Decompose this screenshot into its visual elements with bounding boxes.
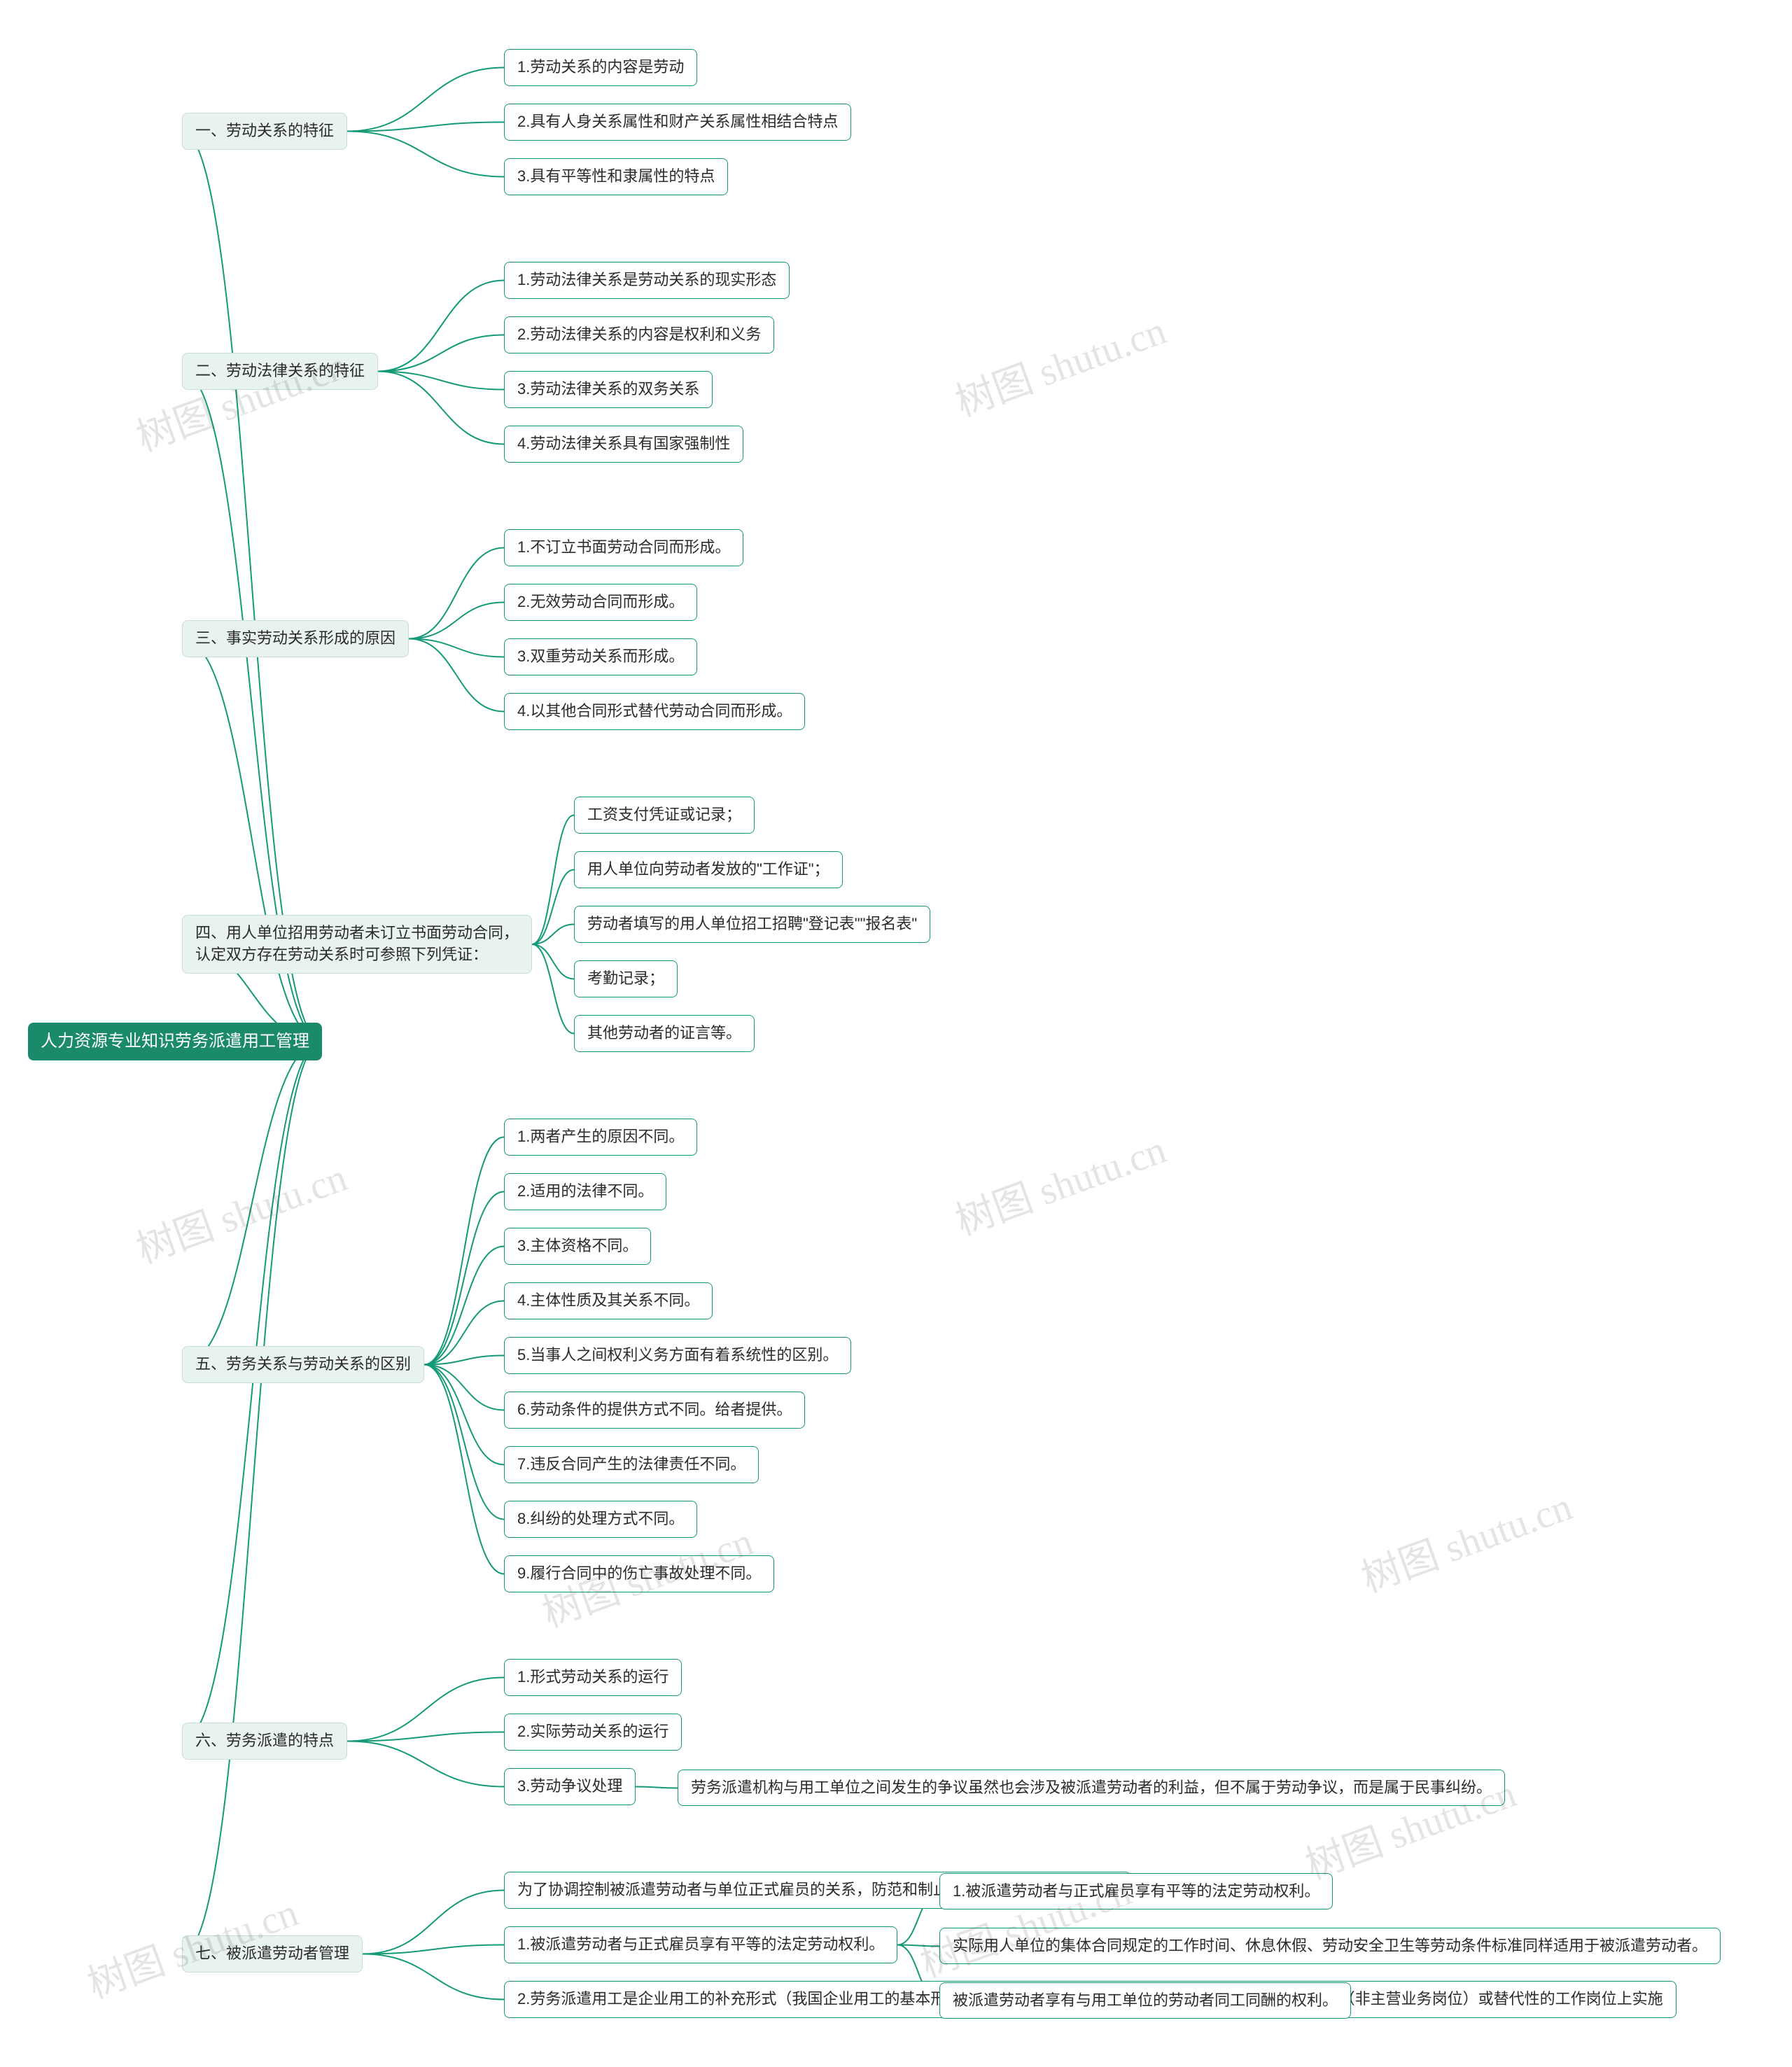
b2l2: 2.劳动法律关系的内容是权利和义务 [504, 316, 774, 353]
b5l4: 4.主体性质及其关系不同。 [504, 1282, 713, 1319]
b1: 一、劳动关系的特征 [182, 113, 347, 150]
b2l4: 4.劳动法律关系具有国家强制性 [504, 426, 743, 463]
b1l3: 3.具有平等性和隶属性的特点 [504, 158, 728, 195]
b4l4: 考勤记录； [574, 960, 678, 997]
b3l4: 4.以其他合同形式替代劳动合同而形成。 [504, 693, 805, 730]
b4l5: 其他劳动者的证言等。 [574, 1015, 755, 1052]
b3: 三、事实劳动关系形成的原因 [182, 620, 409, 657]
b3l1: 1.不订立书面劳动合同而形成。 [504, 529, 743, 566]
b5: 五、劳务关系与劳动关系的区别 [182, 1346, 424, 1383]
b4l3: 劳动者填写的用人单位招工招聘"登记表""报名表" [574, 906, 930, 943]
b7l1c: 被派遣劳动者享有与用工单位的劳动者同工同酬的权利。 [939, 1982, 1351, 2019]
mindmap-canvas: 人力资源专业知识劳务派遣用工管理 一、劳动关系的特征 1.劳动关系的内容是劳动 2.具… [0, 0, 1792, 2067]
watermark: 树图 shutu.cn [127, 1146, 354, 1275]
b6l3: 3.劳动争议处理 [504, 1768, 636, 1805]
b7l1a: 1.被派遣劳动者与正式雇员享有平等的法定劳动权利。 [939, 1873, 1333, 1910]
b2l3: 3.劳动法律关系的双务关系 [504, 371, 713, 408]
b2l1: 1.劳动法律关系是劳动关系的现实形态 [504, 262, 790, 299]
b2: 二、劳动法律关系的特征 [182, 353, 378, 390]
b5l3: 3.主体资格不同。 [504, 1228, 651, 1265]
b5l9: 9.履行合同中的伤亡事故处理不同。 [504, 1555, 774, 1592]
b7l1: 1.被派遣劳动者与正式雇员享有平等的法定劳动权利。 [504, 1926, 897, 1963]
b5l5: 5.当事人之间权利义务方面有着系统性的区别。 [504, 1337, 851, 1374]
b4l2: 用人单位向劳动者发放的"工作证"； [574, 851, 843, 888]
b6: 六、劳务派遣的特点 [182, 1723, 347, 1760]
watermark: 树图 shutu.cn [946, 1118, 1172, 1247]
b1l1: 1.劳动关系的内容是劳动 [504, 49, 697, 86]
b3l3: 3.双重劳动关系而形成。 [504, 638, 697, 675]
b7: 七、被派遣劳动者管理 [182, 1935, 363, 1973]
b4l1: 工资支付凭证或记录； [574, 797, 755, 834]
b6l1: 1.形式劳动关系的运行 [504, 1659, 682, 1696]
b4: 四、用人单位招用劳动者未订立书面劳动合同，认定双方存在劳动关系时可参照下列凭证： [182, 915, 532, 974]
b5l8: 8.纠纷的处理方式不同。 [504, 1501, 697, 1538]
watermark: 树图 shutu.cn [1352, 1475, 1578, 1604]
b7l1b: 实际用人单位的集体合同规定的工作时间、休息休假、劳动安全卫生等劳动条件标准同样适… [939, 1928, 1721, 1965]
root: 人力资源专业知识劳务派遣用工管理 [28, 1023, 322, 1060]
b5l2: 2.适用的法律不同。 [504, 1173, 666, 1210]
b3l2: 2.无效劳动合同而形成。 [504, 584, 697, 621]
b5l6: 6.劳动条件的提供方式不同。给者提供。 [504, 1392, 805, 1429]
b6l3a: 劳务派遣机构与用工单位之间发生的争议虽然也会涉及被派遣劳动者的利益，但不属于劳动… [678, 1770, 1505, 1807]
b5l7: 7.违反合同产生的法律责任不同。 [504, 1446, 759, 1483]
b5l1: 1.两者产生的原因不同。 [504, 1119, 697, 1156]
b1l2: 2.具有人身关系属性和财产关系属性相结合特点 [504, 104, 851, 141]
b6l2: 2.实际劳动关系的运行 [504, 1714, 682, 1751]
watermark: 树图 shutu.cn [946, 299, 1172, 428]
